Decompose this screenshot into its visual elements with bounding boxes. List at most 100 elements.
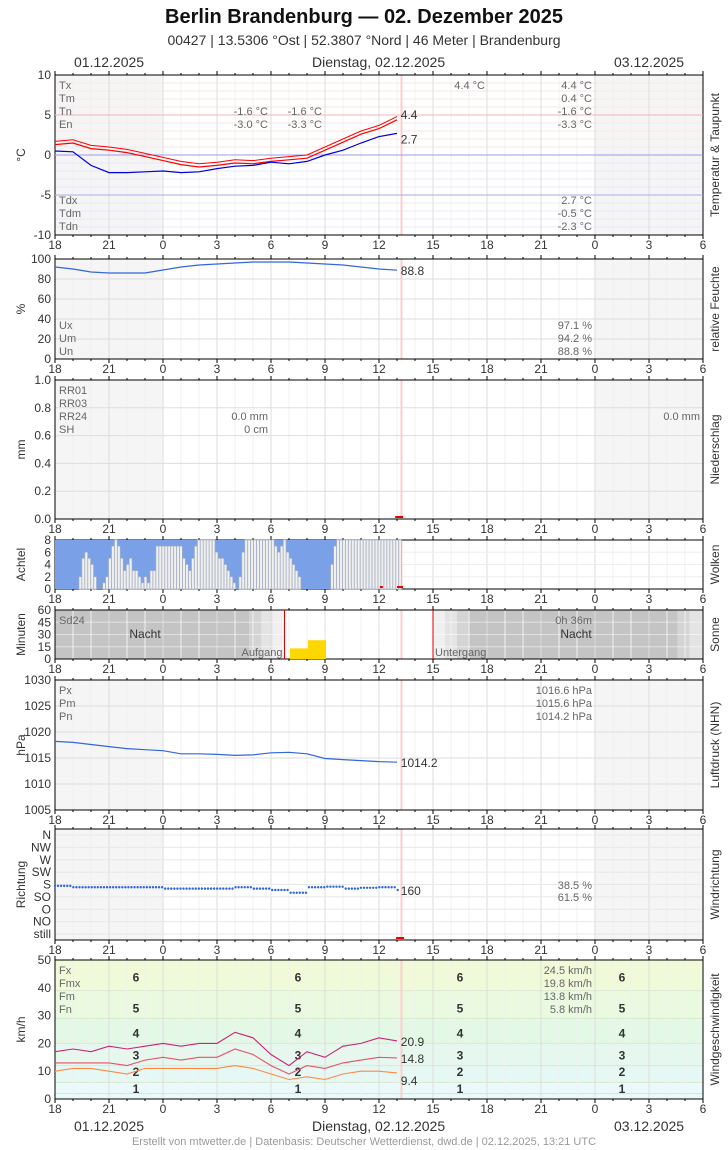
x-tick-label: 18	[480, 813, 494, 827]
direction-point	[301, 891, 305, 894]
stat-label: Tx	[59, 80, 72, 92]
cloud-bar	[176, 545, 180, 590]
direction-point	[84, 886, 87, 889]
sunset-label: Untergang	[435, 647, 486, 659]
night-label: Nacht	[129, 627, 161, 641]
cloud-bar	[117, 545, 121, 590]
direction-point	[372, 886, 375, 889]
direction-point	[157, 886, 161, 889]
stat-label: RR01	[59, 385, 87, 397]
stat-label: 0.0 mm	[231, 411, 268, 423]
stat-label: Tdm	[59, 208, 81, 220]
pressure-ylabel: hPa	[14, 734, 28, 756]
x-tick-label: 9	[322, 813, 329, 827]
cloud-bar	[330, 564, 334, 590]
cloud-bar	[137, 576, 142, 590]
x-tick-label: 0	[592, 813, 599, 827]
stat-label: Fm	[59, 991, 75, 1003]
stat-label: 4.4 °C	[454, 80, 485, 92]
x-tick-label: 15	[426, 1102, 440, 1116]
beaufort-label: 1	[457, 1082, 464, 1096]
y-tick-label: 8	[44, 533, 51, 547]
x-tick-label: 3	[214, 592, 221, 606]
y-tick-label: -5	[40, 188, 51, 202]
cloud-bar	[217, 558, 222, 590]
direction-point	[118, 886, 121, 889]
x-tick-label: 12	[372, 522, 386, 536]
x-tick-label: 3	[214, 813, 221, 827]
cloud-bar	[114, 539, 118, 590]
x-tick-label: 18	[48, 362, 62, 376]
y-tick-label: 0.8	[34, 401, 51, 415]
precipitation-title: Niederschlag	[708, 414, 722, 484]
direction-point	[56, 884, 60, 888]
cloud-bar	[220, 558, 225, 590]
cloud-bar	[197, 539, 201, 590]
direction-point	[310, 886, 314, 889]
x-tick-label: 12	[372, 943, 386, 957]
cloud-bar	[232, 582, 236, 590]
x-tick-label: 9	[322, 943, 329, 957]
y-tick-label: 10	[38, 1064, 52, 1078]
direction-point	[154, 886, 158, 889]
direction-point	[228, 887, 231, 890]
cloud-bar	[146, 582, 151, 590]
pressure-line	[54, 740, 398, 763]
x-tick-label: 12	[372, 592, 386, 606]
direction-point	[326, 885, 329, 888]
direction-point	[188, 887, 191, 890]
stat-label: Un	[59, 346, 73, 358]
cloud-bar	[250, 539, 254, 590]
x-tick-label: 0	[592, 362, 599, 376]
cloud-bar	[241, 551, 245, 590]
wind-Fn-last-value: 9.4	[401, 1074, 418, 1088]
cloud-bar	[81, 558, 85, 590]
x-tick-label: 21	[102, 522, 116, 536]
y-tick-label: 60	[38, 292, 52, 306]
x-tick-label: 18	[480, 1102, 494, 1116]
y-tick-label: 40	[38, 981, 52, 995]
stat-label: 5.8 km/h	[550, 1004, 592, 1016]
x-tick-label: 3	[214, 238, 221, 252]
cloud-bar	[283, 539, 287, 590]
direction-point	[139, 886, 142, 889]
direction-point	[396, 888, 399, 892]
direction-point	[387, 886, 390, 889]
y-tick-label: 1025	[24, 699, 51, 713]
x-tick-label: 21	[102, 813, 116, 827]
y-tick-label: still	[34, 927, 51, 941]
x-tick-label: 3	[646, 662, 653, 676]
credit-line: Erstellt von mtwetter.de | Datenbasis: D…	[131, 1136, 597, 1148]
direction-point	[99, 886, 103, 889]
x-tick-label: 0	[592, 522, 599, 536]
direction-point	[69, 884, 72, 888]
direction-point	[121, 886, 124, 889]
x-tick-label: 21	[534, 943, 548, 957]
direction-point	[375, 886, 378, 889]
cloud-bar	[383, 539, 387, 590]
x-tick-label: 0	[160, 238, 167, 252]
direction-point	[179, 887, 182, 890]
cloud-bar	[161, 545, 165, 590]
direction-point	[78, 886, 81, 889]
x-tick-label: 0	[160, 522, 167, 536]
cloud-bar	[185, 564, 189, 590]
beaufort-label: 3	[619, 1049, 626, 1063]
direction-point	[176, 887, 179, 890]
x-tick-label: 18	[48, 1102, 62, 1116]
beaufort-label: 4	[295, 1026, 302, 1040]
cloud-bar	[149, 570, 154, 590]
stat-label: RR03	[59, 398, 87, 410]
stat-label: SH	[59, 424, 74, 436]
precipitation-ylabel: mm	[14, 440, 28, 460]
beaufort-label: 6	[619, 971, 626, 985]
wind-Fm-last-value: 14.8	[401, 1052, 425, 1066]
stat-label: Um	[59, 333, 76, 345]
x-tick-label: 9	[322, 362, 329, 376]
cloud-bar	[211, 539, 216, 590]
x-tick-label: 18	[48, 662, 62, 676]
x-tick-label: 21	[102, 238, 116, 252]
x-tick-label: 6	[268, 522, 275, 536]
direction-point	[264, 887, 268, 890]
